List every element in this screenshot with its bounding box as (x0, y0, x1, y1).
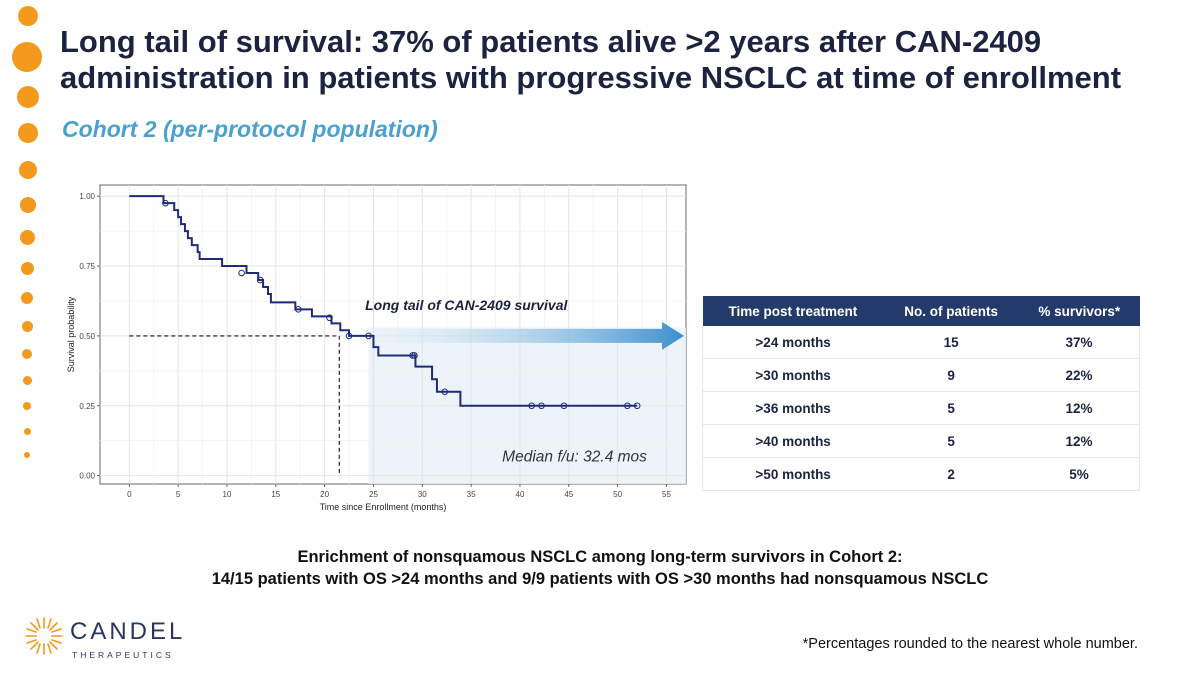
decorative-dots (0, 0, 60, 470)
logo-wordmark: CANDEL (70, 618, 186, 645)
y-tick-label: 0.00 (79, 472, 95, 481)
dot (24, 452, 30, 458)
enrichment-line-1: Enrichment of nonsquamous NSCLC among lo… (297, 548, 903, 566)
y-tick-label: 1.00 (79, 192, 95, 201)
cell-patients: 5 (883, 391, 1020, 425)
censor-mark (411, 352, 418, 359)
censor-mark (560, 402, 568, 410)
y-axis-title: Survival probability (66, 296, 76, 372)
cell-patients: 9 (883, 358, 1020, 392)
table-row: >40 months 5 12% (702, 424, 1141, 458)
dot (23, 402, 31, 410)
table-row: >30 months 9 22% (702, 358, 1141, 392)
table-row: >24 months 15 37% (702, 326, 1141, 359)
title-line-2: administration in patients with progress… (60, 60, 1122, 95)
dot (20, 197, 36, 213)
table-row: >36 months 5 12% (702, 391, 1141, 425)
dot (20, 230, 35, 245)
x-tick-label: 10 (223, 490, 232, 499)
tail-arrow (329, 321, 685, 350)
censor-mark (365, 332, 372, 340)
cell-survivors: 12% (1019, 424, 1141, 458)
cell-patients: 2 (883, 457, 1020, 491)
censor-mark (294, 306, 302, 313)
censor-mark (326, 314, 333, 322)
censor-mark (538, 402, 545, 410)
km-chart: 0 5 10 15 20 25 30 35 40 45 50 55 0.00 0.25 0.50 0.75 1.… (66, 184, 687, 512)
sun-icon (25, 617, 63, 655)
censor-mark (345, 332, 353, 340)
cell-patients: 5 (883, 424, 1020, 458)
censor-mark (633, 402, 641, 410)
cell-time: >50 months (702, 457, 884, 491)
dot (22, 349, 32, 359)
x-axis-title: Time since Enrollment (months) (320, 502, 447, 512)
x-tick-label: 20 (320, 490, 329, 499)
header-survivors: % survivors* (1019, 296, 1140, 326)
enrichment-line-2: 14/15 patients with OS >24 months and 9/… (211, 570, 989, 588)
censor-mark (441, 388, 449, 396)
x-tick-label: 55 (662, 490, 671, 499)
y-tick-label: 0.25 (79, 402, 95, 411)
title-line-1: Long tail of survival: 37% of patients a… (60, 24, 1042, 59)
logo-subtitle: THERAPEUTICS (72, 650, 174, 660)
y-tick-label: 0.75 (79, 262, 95, 271)
censor-mark (162, 199, 169, 207)
dot (18, 123, 38, 143)
x-tick-label: 25 (369, 490, 378, 499)
slide-title: Long tail of survival: 37% of patients a… (60, 24, 1180, 96)
header-patients: No. of patients (883, 296, 1020, 326)
y-tick-label: 0.50 (79, 332, 95, 341)
x-tick-label: 0 (127, 490, 132, 499)
table-header-row: Time post treatment No. of patients % su… (702, 296, 1140, 326)
survivors-table: Time post treatment No. of patients % su… (702, 296, 1141, 491)
cell-patients: 15 (883, 326, 1020, 359)
censor-mark (238, 269, 245, 277)
dot (24, 428, 31, 435)
x-tick-label: 45 (564, 490, 573, 499)
slide-subtitle: Cohort 2 (per-protocol population) (62, 116, 438, 142)
cell-survivors: 12% (1019, 391, 1141, 425)
cell-time: >30 months (702, 358, 884, 392)
candel-logo: CANDEL THERAPEUTICS (22, 614, 182, 664)
cell-time: >40 months (702, 424, 884, 458)
km-survival-curve (129, 195, 638, 407)
censor-mark (409, 352, 416, 359)
dot (17, 86, 39, 108)
dot (22, 321, 33, 332)
dot (18, 6, 38, 26)
dot (21, 262, 34, 275)
arrow-label: Long tail of CAN-2409 survival (365, 297, 568, 313)
table-row: >50 months 2 5% (702, 457, 1141, 491)
cell-survivors: 37% (1019, 326, 1141, 359)
cell-time: >36 months (702, 391, 884, 425)
x-tick-label: 50 (613, 490, 622, 499)
median-fu-label: Median f/u: 32.4 mos (502, 449, 647, 466)
header-time: Time post treatment (702, 296, 884, 326)
x-tick-label: 15 (271, 490, 280, 499)
dot (12, 42, 42, 72)
censor-mark (256, 276, 264, 284)
rounding-note: *Percentages rounded to the nearest whol… (802, 636, 1138, 652)
dot (19, 161, 37, 179)
x-tick-label: 30 (418, 490, 427, 499)
x-tick-label: 5 (176, 490, 181, 499)
cell-survivors: 5% (1019, 457, 1141, 491)
x-tick-label: 35 (467, 490, 476, 499)
x-tick-label: 40 (516, 490, 525, 499)
dot (21, 292, 33, 304)
censor-mark (528, 402, 535, 410)
dot (23, 376, 32, 385)
cell-survivors: 22% (1019, 358, 1141, 392)
censor-mark (624, 402, 631, 410)
cell-time: >24 months (702, 326, 884, 359)
